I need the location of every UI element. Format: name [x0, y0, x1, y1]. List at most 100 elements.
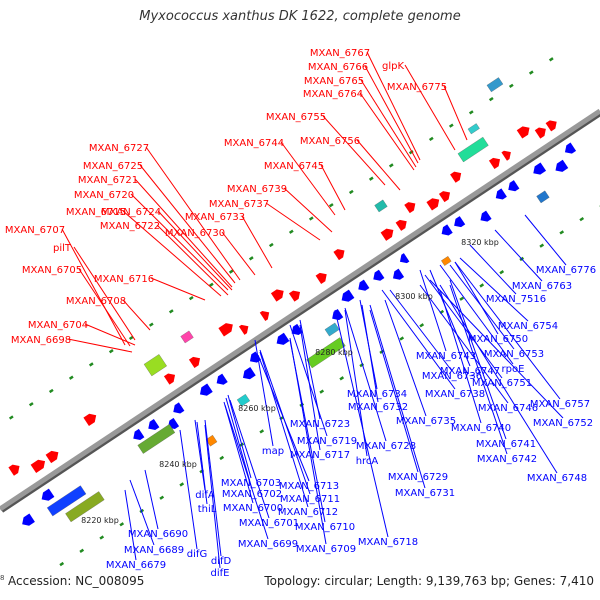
leader-line — [384, 299, 427, 417]
leader-line — [449, 284, 508, 455]
scale-tick — [559, 230, 565, 235]
reverse-gene-label: MXAN_6746 — [478, 403, 538, 414]
forward-gene-label: MXAN_6707 — [5, 225, 65, 236]
reverse-gene-label: MXAN_6740 — [451, 423, 511, 434]
scale-tick — [339, 376, 345, 381]
leader-line — [225, 397, 253, 490]
leader-line — [366, 51, 421, 161]
reverse-gene-label: MXAN_6712 — [278, 507, 338, 518]
scale-tick — [128, 335, 134, 341]
scale-tick — [228, 269, 234, 274]
reverse-gene-label: MXAN_6731 — [395, 488, 455, 499]
forward-gene — [545, 120, 557, 132]
leader-line — [449, 264, 515, 350]
magenta-feature-box — [180, 330, 194, 344]
reverse-gene-label: MXAN_7516 — [486, 294, 546, 305]
leader-line — [221, 231, 256, 276]
reverse-gene-label: MXAN_6736 — [422, 371, 482, 382]
scale-tick — [499, 270, 505, 275]
leader-line — [334, 309, 389, 538]
forward-gene — [501, 150, 511, 161]
scale-tick — [468, 110, 474, 115]
leader-line — [280, 141, 336, 216]
leader-line — [196, 421, 208, 505]
leader-line — [322, 115, 386, 186]
forward-gene-label: MXAN_6716 — [94, 274, 154, 285]
leader-line — [360, 79, 417, 168]
forward-gene-label: MXAN_6766 — [308, 62, 368, 73]
reverse-gene-label: MXAN_6748 — [527, 473, 587, 484]
reverse-gene-label: MXAN_6747 — [440, 366, 500, 377]
leader-line — [179, 429, 198, 550]
forward-gene-label: MXAN_6708 — [66, 296, 126, 307]
leader-line — [364, 65, 419, 164]
blue-feature-box — [46, 485, 87, 517]
leader-line — [404, 64, 456, 151]
leader-line — [369, 304, 426, 489]
reverse-gene-label: MXAN_6741 — [476, 439, 536, 450]
genome-backbone — [0, 108, 600, 513]
scale-label: 8280 kbp — [315, 348, 353, 357]
reverse-gene — [564, 142, 577, 154]
scale-tick — [259, 429, 265, 434]
reverse-gene-label: MXAN_6702 — [222, 489, 282, 500]
scale-label: 8220 kbp — [81, 516, 119, 525]
scale-label: 8260 kbp — [238, 404, 276, 413]
teal-feature-box — [536, 190, 550, 204]
forward-gene — [315, 272, 327, 284]
leader-line — [389, 289, 453, 372]
leader-line — [84, 323, 136, 346]
forward-gene — [188, 356, 201, 369]
reverse-gene-label: MXAN_6709 — [296, 544, 356, 555]
leader-line — [67, 338, 133, 353]
reverse-gene-label: rpoE — [502, 364, 525, 375]
leader-line — [157, 210, 233, 291]
scale-tick — [68, 375, 74, 380]
forward-gene — [488, 157, 501, 170]
reverse-gene — [133, 428, 145, 440]
label-leaders — [61, 51, 567, 569]
leader-line — [439, 264, 514, 365]
leader-line — [419, 284, 509, 404]
forward-gene-label: MXAN_6724 — [101, 207, 161, 218]
leader-line — [265, 202, 321, 241]
scale-tick — [108, 349, 114, 354]
forward-gene-label: MXAN_6730 — [165, 228, 225, 239]
teal-feature-box — [457, 136, 489, 163]
leader-line — [78, 268, 131, 347]
forward-gene-label: MXAN_6722 — [100, 221, 160, 232]
scale-label: 8300 kbp — [395, 292, 433, 301]
leader-line — [299, 319, 321, 420]
reverse-gene — [555, 159, 569, 172]
forward-gene — [395, 219, 407, 231]
scale-label: 8240 kbp — [159, 460, 197, 469]
scale-tick — [219, 455, 225, 461]
scale-tick — [288, 229, 294, 234]
teal-feature-box — [374, 199, 388, 213]
scale-tick — [448, 123, 454, 128]
reverse-gene — [508, 180, 520, 192]
forward-gene-label: MXAN_6704 — [28, 320, 88, 331]
reverse-gene-label: MXAN_6776 — [536, 265, 596, 276]
scale-tick — [188, 295, 194, 301]
scale-tick — [99, 535, 105, 540]
forward-gene-label: MXAN_6755 — [266, 112, 326, 123]
forward-gene-label: MXAN_6744 — [224, 138, 284, 149]
leader-line — [381, 289, 456, 390]
scale-tick — [119, 522, 125, 527]
forward-gene — [83, 413, 97, 427]
forward-gene — [438, 191, 451, 203]
scale-tick — [268, 242, 274, 248]
scale-tick — [528, 70, 534, 75]
leader-line — [144, 469, 159, 530]
gene-labels: MXAN_6767 MXAN_6766 MXAN_6765 MXAN_6764 glpK… — [5, 48, 596, 579]
leader-line — [439, 284, 558, 474]
leader-line — [229, 399, 270, 519]
scale-tick — [548, 57, 554, 62]
leader-line — [359, 92, 415, 171]
reverse-gene-label: MXAN_6743 — [416, 351, 476, 362]
forward-gene-label: MXAN_6705 — [22, 265, 82, 276]
reverse-gene — [373, 269, 385, 281]
reverse-gene — [495, 188, 507, 200]
